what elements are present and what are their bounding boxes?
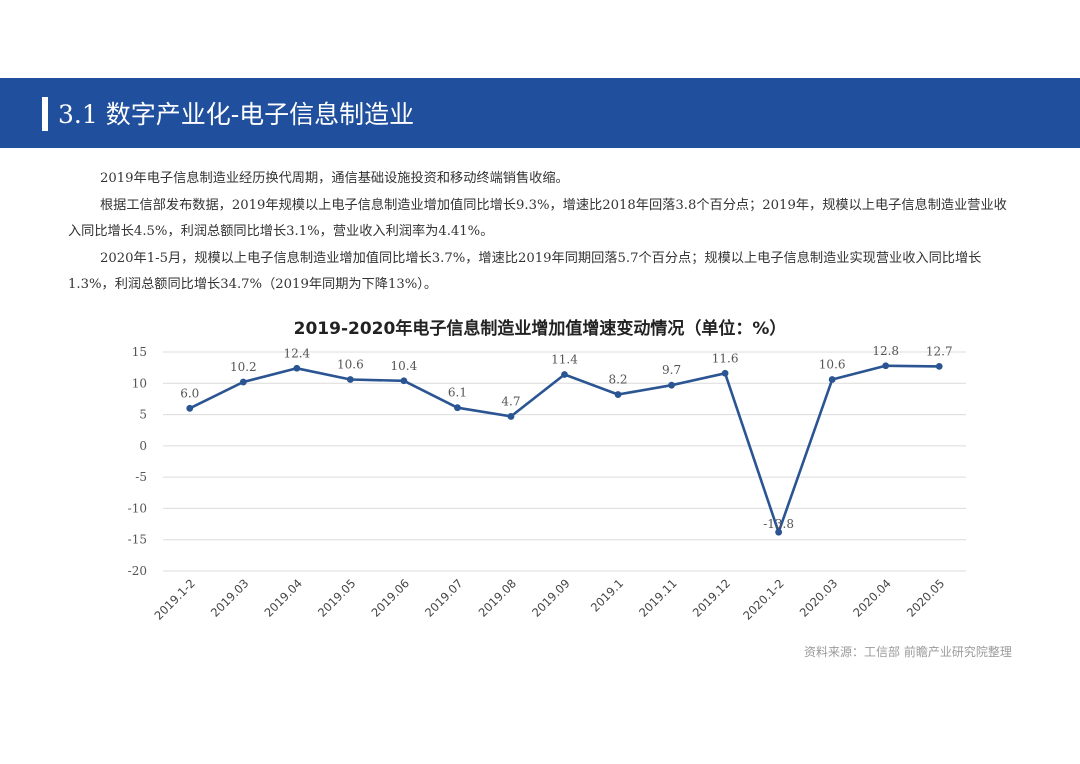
data-point <box>186 404 194 412</box>
data-label: 11.4 <box>551 353 578 367</box>
data-label: 12.8 <box>872 344 899 358</box>
x-tick-label: 2019.1-2 <box>151 576 197 622</box>
x-axis-labels: 2019.1-2 2019.03 2019.04 2019.05 2019.06 2019… <box>151 576 947 622</box>
data-point <box>775 528 783 536</box>
chart-gridlines <box>163 351 966 572</box>
data-label: 12.7 <box>926 344 953 358</box>
y-tick-label: 10 <box>132 376 147 390</box>
data-label: 11.6 <box>712 351 739 365</box>
x-tick-label: 2019.11 <box>636 576 680 620</box>
data-point <box>293 364 301 372</box>
data-point <box>507 413 515 420</box>
data-label: 9.7 <box>662 363 681 377</box>
data-point <box>346 376 354 383</box>
data-point <box>828 376 836 383</box>
chart-title: 2019-2020年电子信息制造业增加值增速变动情况（单位：%） <box>293 319 787 339</box>
data-point <box>454 404 461 412</box>
data-point <box>239 378 247 386</box>
x-tick-label: 2020.05 <box>904 576 948 620</box>
x-tick-label: 2019.03 <box>208 576 252 620</box>
x-tick-label: 2019.06 <box>368 576 412 620</box>
paragraph: 根据工信部发布数据，2019年规模以上电子信息制造业增加值同比增长9.3%，增速… <box>68 197 1007 240</box>
x-tick-label: 2020.04 <box>850 576 894 620</box>
x-tick-label: 2020.1-2 <box>740 576 786 622</box>
data-point <box>561 371 568 378</box>
paragraph: 2020年1-5月，规模以上电子信息制造业增加值同比增长3.7%，增速比2019… <box>68 250 982 293</box>
x-tick-label: 2019.12 <box>690 576 734 620</box>
x-tick-label: 2019.08 <box>476 576 520 620</box>
data-point <box>400 377 408 385</box>
y-tick-label: -5 <box>135 470 147 484</box>
data-point <box>614 391 622 398</box>
series-line <box>189 364 940 534</box>
data-label: 6.0 <box>180 386 199 400</box>
data-label: 6.1 <box>448 386 467 400</box>
y-tick-label: -10 <box>128 501 147 515</box>
x-tick-label: 2019.05 <box>315 576 359 620</box>
y-tick-label: -15 <box>128 533 147 547</box>
data-label: 10.6 <box>337 358 364 372</box>
y-tick-label: 0 <box>139 439 147 453</box>
data-point <box>935 362 943 370</box>
x-tick-label: 2020.03 <box>797 576 841 620</box>
data-label: -13.8 <box>763 517 794 531</box>
data-labels: 6.0 10.2 12.4 10.6 10.4 6.1 4.7 11.4 8.2 9.7 11.6 -… <box>180 344 952 531</box>
data-point <box>882 362 890 370</box>
section-header-banner <box>0 78 1080 148</box>
data-point <box>721 369 729 377</box>
data-label: 10.4 <box>391 359 418 373</box>
y-tick-label: -20 <box>128 564 147 578</box>
data-label: 10.6 <box>819 358 846 372</box>
header-accent-bar <box>42 97 48 131</box>
data-label: 12.4 <box>283 346 310 360</box>
x-tick-label: 2019.04 <box>261 576 305 620</box>
data-label: 4.7 <box>501 394 520 408</box>
x-tick-label: 2019.1 <box>588 576 626 614</box>
y-tick-label: 5 <box>139 408 147 422</box>
y-tick-label: 15 <box>132 345 147 359</box>
section-title: 3.1 数字产业化-电子信息制造业 <box>58 100 415 129</box>
data-series <box>186 362 943 536</box>
y-axis-labels: 15 10 5 0 -5 -10 -15 -20 <box>128 345 147 578</box>
paragraph: 2019年电子信息制造业经历换代周期，通信基础设施投资和移动终端销售收缩。 <box>100 171 569 186</box>
x-tick-label: 2019.09 <box>529 576 573 620</box>
body-text: 2019年电子信息制造业经历换代周期，通信基础设施投资和移动终端销售收缩。 根据… <box>68 166 1013 299</box>
data-label: 10.2 <box>230 360 257 374</box>
data-label: 8.2 <box>608 373 627 387</box>
data-point <box>668 381 675 389</box>
x-tick-label: 2019.07 <box>422 576 466 620</box>
source-note: 资料来源：工信部 前瞻产业研究院整理 <box>804 645 1012 659</box>
